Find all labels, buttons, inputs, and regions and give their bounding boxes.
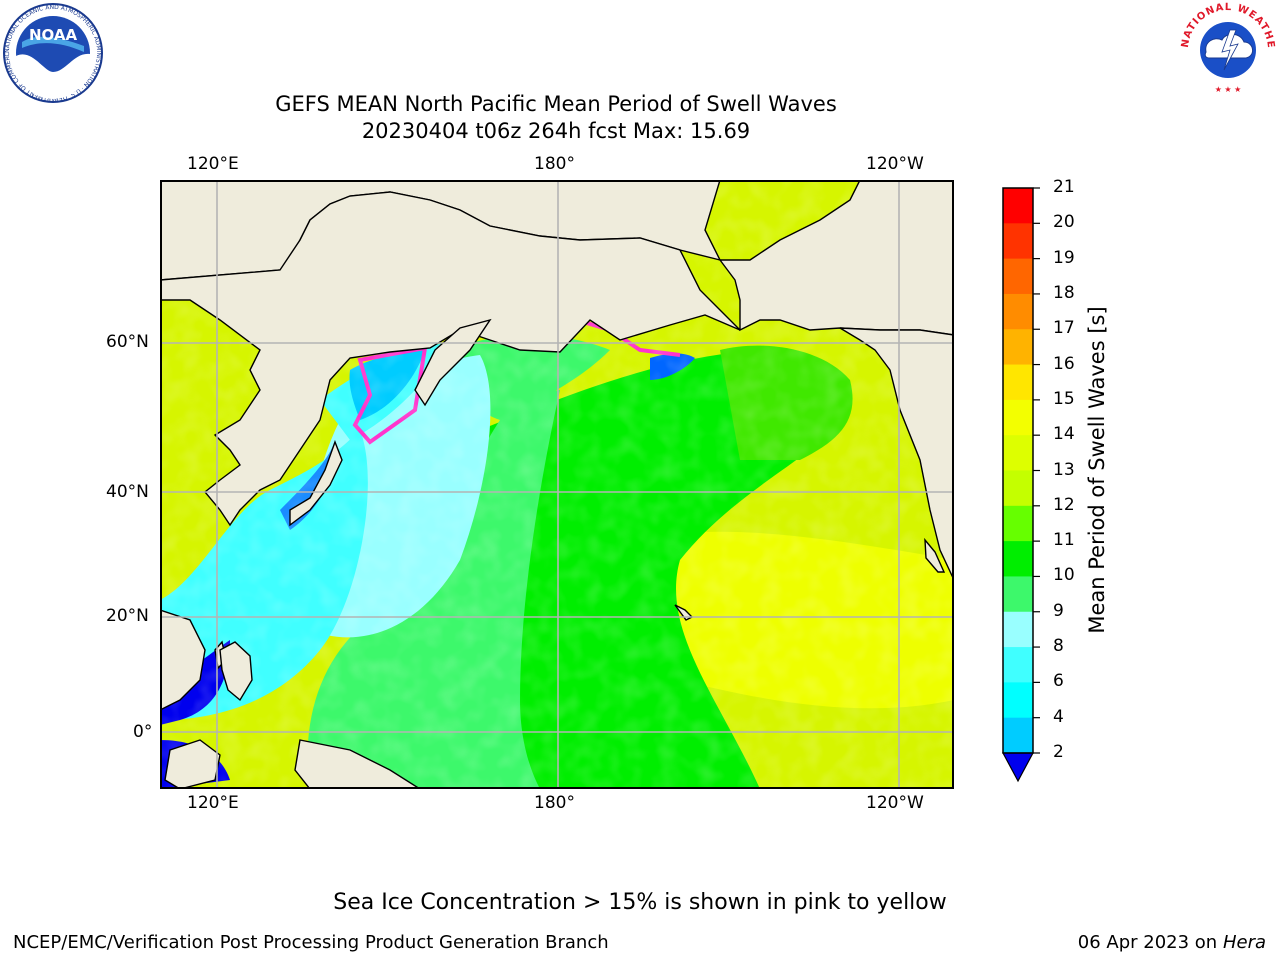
colorbar-tick-label: 9 xyxy=(1053,600,1064,621)
colorbar-segment xyxy=(1003,188,1033,224)
land-borneo xyxy=(164,739,221,789)
land-new-guinea xyxy=(294,739,422,789)
colorbar-tick-label: 15 xyxy=(1053,388,1075,409)
colorbar-segment xyxy=(1003,647,1033,683)
colorbar-segment xyxy=(1003,541,1033,577)
colorbar-tick-label: 20 xyxy=(1053,212,1075,233)
footer-host: Hera xyxy=(1222,932,1266,953)
colorbar-segment xyxy=(1003,682,1033,719)
colorbar-segment xyxy=(1003,223,1033,260)
lon-label-top-120w: 120°W xyxy=(866,154,924,174)
land-baja xyxy=(924,537,946,573)
lat-label-60n: 60°N xyxy=(106,332,149,352)
colorbar-tick-label: 18 xyxy=(1053,282,1075,303)
lon-label-top-180: 180° xyxy=(534,154,575,174)
colorbar-tick-label: 6 xyxy=(1053,671,1064,692)
colorbar-tick-label: 19 xyxy=(1053,247,1075,268)
colorbar-segment xyxy=(1003,293,1033,330)
noaa-logo-text: NOAA xyxy=(29,26,78,44)
colorbar-label: Mean Period of Swell Waves [s] xyxy=(1085,306,1109,634)
colorbar-tick-label: 2 xyxy=(1053,742,1064,762)
land-kamchatka xyxy=(414,318,492,407)
colorbar-segment xyxy=(1003,435,1033,471)
lon-label-bottom-120w: 120°W xyxy=(866,793,924,813)
colorbar xyxy=(1001,187,1040,783)
nws-logo: NATIONAL WEATHER SERVICE ★ ★ ★ xyxy=(1178,0,1276,98)
colorbar-tick-label: 14 xyxy=(1053,424,1075,445)
colorbar-tick-label: 16 xyxy=(1053,353,1075,374)
colorbar-segment xyxy=(1003,717,1033,754)
footer-left: NCEP/EMC/Verification Post Processing Pr… xyxy=(13,932,609,953)
colorbar-segment xyxy=(1003,470,1033,507)
chart-title: GEFS MEAN North Pacific Mean Period of S… xyxy=(275,92,837,116)
colorbar-tick-label: 8 xyxy=(1053,636,1064,657)
sea-ice-note: Sea Ice Concentration > 15% is shown in … xyxy=(333,890,947,915)
lon-label-bottom-120e: 120°E xyxy=(187,793,239,813)
lat-label-20n: 20°N xyxy=(106,606,149,626)
land-alaska xyxy=(718,180,954,336)
footer-date: 06 Apr 2023 on xyxy=(1077,932,1223,953)
lon-label-top-120e: 120°E xyxy=(187,154,239,174)
colorbar-segment xyxy=(1003,399,1033,436)
footer-right: 06 Apr 2023 on Hera xyxy=(1078,932,1266,953)
colorbar-tick-label: 13 xyxy=(1053,459,1075,480)
swell-period-map xyxy=(160,180,954,789)
colorbar-segment xyxy=(1003,364,1033,401)
colorbar-tick-label: 17 xyxy=(1053,318,1075,339)
lon-label-bottom-180: 180° xyxy=(534,793,575,813)
land-japan xyxy=(289,439,343,527)
lat-label-0: 0° xyxy=(133,722,153,742)
land-north-america xyxy=(839,327,954,581)
colorbar-tick-label: 21 xyxy=(1053,177,1075,197)
svg-text:★ ★ ★: ★ ★ ★ xyxy=(1215,85,1242,94)
colorbar-segment xyxy=(1003,258,1033,295)
colorbar-tick-label: 10 xyxy=(1053,565,1075,586)
colorbar-segment xyxy=(1003,505,1033,542)
noaa-logo: NATIONAL OCEANIC AND ATMOSPHERIC ADMINIS… xyxy=(2,2,103,103)
colorbar-segment xyxy=(1003,611,1033,648)
land-indochina xyxy=(160,609,206,711)
colorbar-tick-label: 12 xyxy=(1053,494,1075,515)
map-frame xyxy=(160,180,954,789)
chart-subtitle: 20230404 t06z 264h fcst Max: 15.69 xyxy=(361,119,751,143)
colorbar-tick-label: 4 xyxy=(1053,706,1064,727)
colorbar-segment xyxy=(1003,576,1033,613)
lat-label-40n: 40°N xyxy=(106,482,149,502)
colorbar-tick-label: 11 xyxy=(1053,530,1075,551)
colorbar-segment xyxy=(1003,329,1033,366)
colorbar-extend-triangle xyxy=(1001,752,1035,783)
land-philippines xyxy=(219,641,253,702)
